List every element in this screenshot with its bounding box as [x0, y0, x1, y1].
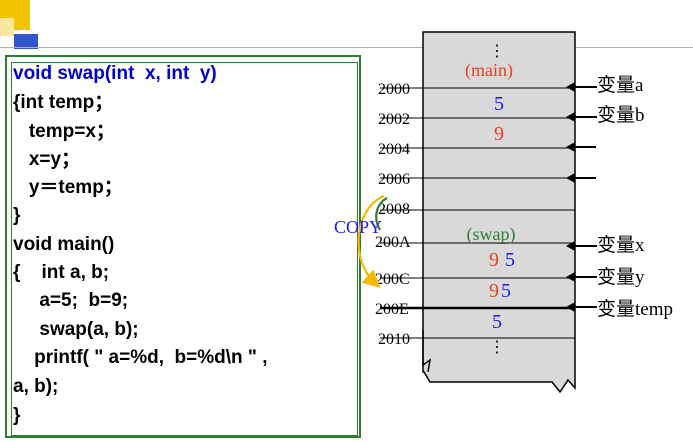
- code-line-10: swap(a, b);: [13, 319, 139, 340]
- swap-frame-label: (swap): [467, 224, 516, 245]
- decor-light-square: [0, 18, 14, 36]
- address-200A: 200A: [375, 234, 411, 251]
- address-2006: 2006: [378, 171, 410, 188]
- code-line-4: x=y；: [13, 149, 81, 170]
- var-label-x: 变量x: [597, 234, 645, 256]
- code-line-9: a=5; b=9;: [13, 290, 129, 311]
- code-line-8: { int a, b;: [13, 262, 110, 283]
- cell-b-value: 9: [494, 123, 504, 145]
- code-line-13: }: [13, 405, 21, 426]
- code-line-5: y＝temp；: [13, 177, 123, 198]
- cell-x-new-value: 5: [505, 249, 515, 271]
- copy-arrow-green: [375, 197, 388, 231]
- memory-torn-edge: [422, 330, 432, 373]
- copy-label: COPY: [334, 217, 382, 237]
- var-label-a: 变量a: [597, 74, 644, 96]
- code-line-7: void main(): [13, 234, 115, 255]
- var-label-temp: 变量temp: [597, 298, 673, 320]
- address-2010: 2010: [378, 331, 410, 348]
- copy-arrow-yellow: [357, 194, 385, 288]
- main-frame-label: (main): [465, 60, 513, 81]
- code-line-2: {int temp；: [13, 92, 114, 113]
- cell-a-value: 5: [494, 93, 504, 115]
- code-line-11: printf( " a=%d, b=%d\n " ,: [13, 347, 268, 368]
- code-line-6: }: [13, 205, 21, 226]
- cell-x-old-value: 9: [489, 249, 499, 271]
- var-label-b: 变量b: [597, 104, 645, 126]
- code-line-1: void swap(int x, int y): [13, 63, 217, 84]
- code-panel: void swap(int x, int y) {int temp； temp=…: [5, 55, 361, 438]
- code-panel-inner-border: [11, 62, 358, 436]
- code-line-12: a, b);: [13, 376, 59, 397]
- address-2004: 2004: [378, 141, 410, 158]
- decor-blue-square: [14, 34, 38, 49]
- address-200E: 200E: [375, 301, 409, 318]
- address-2002: 2002: [378, 111, 410, 128]
- code-line-3: temp=x；: [13, 121, 115, 142]
- top-ellipsis: ⋮: [489, 43, 505, 60]
- address-200C: 200C: [375, 271, 410, 288]
- address-2000: 2000: [378, 81, 410, 98]
- bottom-ellipsis: ⋮: [489, 339, 505, 356]
- pointer-arrows: [566, 82, 597, 312]
- header-divider: [0, 47, 693, 48]
- cell-y-new-value: 5: [501, 280, 511, 302]
- address-2008: 2008: [378, 201, 410, 218]
- memory-row-lines: [380, 87, 575, 339]
- cell-y-old-value: 9: [489, 280, 499, 302]
- var-label-y: 变量y: [597, 266, 645, 288]
- cell-temp-value: 5: [492, 311, 502, 333]
